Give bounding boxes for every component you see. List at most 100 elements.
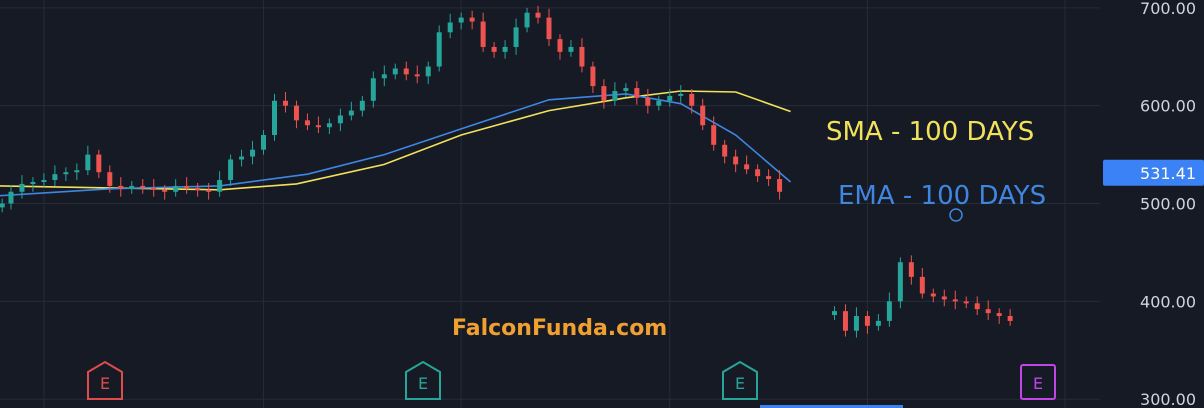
last-price-badge (1103, 159, 1204, 186)
candle (392, 63, 398, 80)
candle-body (842, 311, 848, 331)
candle (711, 116, 717, 151)
earnings-marker-letter: E (735, 374, 745, 393)
earnings-marker[interactable]: E (87, 360, 123, 400)
candle (337, 108, 343, 132)
candle-body (359, 100, 365, 111)
grid (0, 0, 1100, 408)
candle (403, 61, 409, 81)
candle-body (996, 313, 1002, 317)
candle (678, 85, 684, 103)
candle-body (282, 100, 288, 106)
candle-body (337, 115, 343, 124)
candle-body (392, 68, 398, 75)
crosshair-marker (949, 208, 963, 222)
candle (722, 139, 728, 164)
candle-body (458, 17, 464, 23)
candle (129, 181, 135, 194)
candle (173, 179, 179, 197)
candle (414, 65, 420, 84)
candle (239, 149, 245, 167)
candle-body (535, 12, 541, 18)
candle-body (568, 46, 574, 52)
candle-body (0, 203, 5, 208)
candle (601, 79, 607, 109)
earnings-marker-badge (1020, 364, 1056, 400)
candle-body (755, 169, 761, 177)
candle (689, 89, 695, 114)
candle (162, 184, 168, 200)
price-axis[interactable] (1100, 0, 1204, 408)
candle (217, 171, 223, 197)
candle-body (217, 180, 223, 192)
candle-body (985, 309, 991, 314)
candle-body (930, 293, 936, 297)
candle (107, 165, 113, 193)
candle (118, 177, 124, 197)
candle (326, 118, 332, 135)
candle (842, 304, 848, 337)
candle (864, 311, 870, 334)
candle (293, 100, 299, 129)
candle-body (952, 299, 958, 302)
earnings-marker[interactable]: E (1020, 364, 1056, 400)
candle (963, 296, 969, 309)
candle-body (919, 276, 925, 294)
candle-body (118, 185, 124, 189)
candle-body (1007, 316, 1013, 321)
candle-body (722, 144, 728, 157)
candle (491, 42, 497, 58)
candle (897, 257, 903, 309)
candle (755, 164, 761, 182)
candle (919, 268, 925, 299)
last-price-label: 531.41 (1140, 164, 1196, 183)
candle-body (63, 172, 69, 175)
candle (304, 113, 310, 131)
candle (700, 98, 706, 131)
candle (63, 167, 69, 182)
candle-body (425, 66, 431, 77)
y-tick-label: 600.00 (1140, 97, 1196, 116)
candle (195, 182, 201, 197)
candle (546, 8, 552, 46)
candle (974, 296, 980, 316)
candle-body (601, 86, 607, 101)
candle (480, 12, 486, 52)
candle (930, 288, 936, 303)
candle-body (348, 110, 354, 116)
candle (777, 170, 783, 200)
candle (579, 38, 585, 73)
last-price-tag: 531.41 (1103, 159, 1204, 186)
candle-body (8, 191, 14, 204)
candle-body (831, 311, 837, 316)
candle-body (546, 17, 552, 40)
candle (744, 155, 750, 175)
candle (535, 5, 541, 24)
candle (766, 169, 772, 186)
candle (41, 173, 47, 187)
candle-body (744, 164, 750, 170)
candle-body (513, 27, 519, 47)
candle (568, 40, 574, 57)
y-tick-label: 400.00 (1140, 292, 1196, 311)
candle (261, 130, 267, 155)
candle-body (293, 105, 299, 121)
candle-body (853, 316, 859, 331)
candles (0, 5, 1013, 338)
candle-body (107, 172, 113, 186)
y-tick-label: 700.00 (1140, 0, 1196, 18)
earnings-marker[interactable]: E (405, 360, 441, 400)
earnings-marker[interactable]: E (722, 360, 758, 400)
candle-body (381, 74, 387, 79)
candle-body (864, 316, 870, 326)
series-line-sma (0, 90, 791, 191)
candle-body (74, 170, 80, 173)
candle-body (886, 301, 892, 321)
candle (908, 255, 914, 285)
candle (0, 198, 5, 213)
candle (184, 177, 190, 194)
candle (634, 81, 640, 105)
